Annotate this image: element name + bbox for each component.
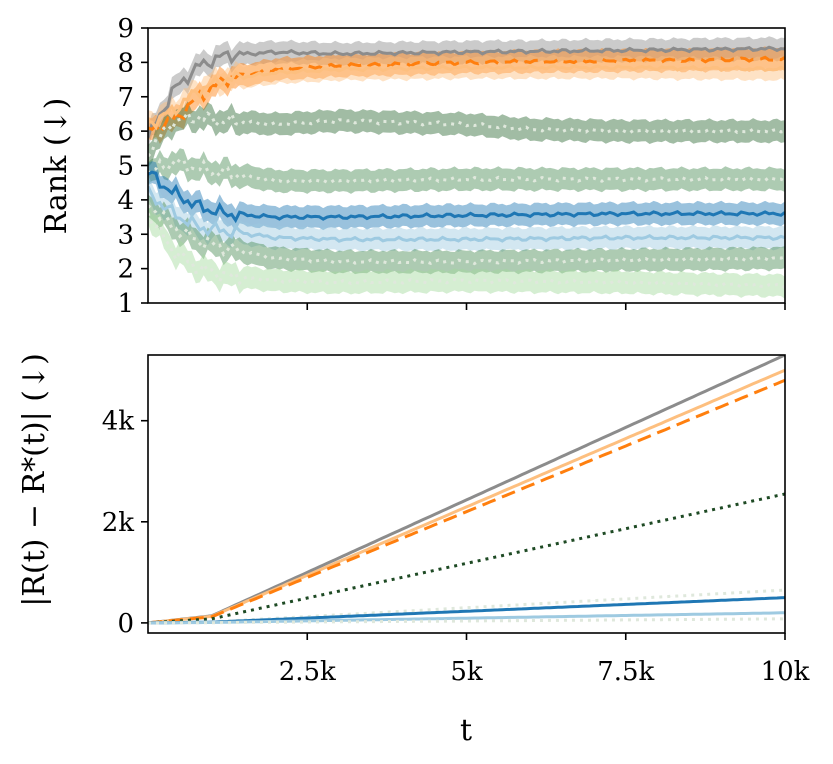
band-orange-light (148, 370, 785, 623)
band-orange-dashed (148, 380, 785, 623)
regret-lines (148, 355, 785, 625)
rank-lines (148, 45, 785, 289)
rank-plot-frame (147, 27, 786, 304)
regret-y-axis-label: |R(t) − R*(t)| (↓) (17, 353, 52, 607)
regret-x-ticks: 2.5k 5k 7.5k 10k (279, 633, 810, 687)
band-gray (148, 36, 785, 150)
y-tick-label: 7 (117, 83, 134, 113)
series-line-green-dotted (148, 204, 785, 266)
y-tick-label: 3 (117, 220, 134, 250)
rank-x-ticks (306, 303, 786, 310)
y-tick-label: 8 (117, 48, 134, 78)
rank-bands (148, 36, 785, 299)
series-line-light-blue (148, 185, 785, 243)
band-light-green (148, 202, 785, 299)
y-tick-label: 5 (117, 152, 134, 182)
series-line-light-green (148, 617, 785, 625)
series-line-gray (148, 355, 785, 625)
y-tick-label: 6 (117, 117, 134, 147)
series-line-light-green (148, 212, 785, 289)
x-tick-label: 10k (761, 657, 810, 687)
series-line-orange-dashed (148, 55, 785, 136)
regret-plot-frame (147, 354, 786, 634)
series-line-mid-green (148, 157, 785, 185)
band-green-dotted (148, 194, 785, 275)
y-tick-label: 2 (117, 255, 134, 285)
series-line-orange-light (148, 368, 785, 625)
series-line-dark-green (148, 109, 785, 158)
y-tick-label: 0 (117, 609, 134, 639)
regret-panel: 0 2k 4k 2.5k 5k 7.5k 10k |R(t) − R*(t)| (↓) t (17, 353, 810, 748)
regret-y-ticks: 0 2k 4k (102, 407, 148, 639)
regret-bands (148, 355, 785, 623)
y-tick-label: 1 (117, 289, 134, 319)
band-orange-light (148, 54, 785, 139)
x-tick-label: 5k (450, 657, 483, 687)
band-mid-green (148, 148, 785, 194)
y-tick-label: 2k (102, 508, 135, 538)
rank-y-ticks: 1 2 3 4 5 6 7 8 9 (117, 14, 148, 319)
rank-panel: 1 2 3 4 5 6 7 8 9 Rank (↓) (39, 14, 786, 319)
y-tick-label: 9 (117, 14, 134, 44)
band-gray (148, 355, 785, 623)
x-tick-label: 7.5k (597, 657, 654, 687)
band-light-blue (148, 175, 785, 253)
series-line-orange-dashed (148, 378, 785, 625)
y-tick-label: 4k (102, 407, 135, 437)
rank-y-axis-label: Rank (↓) (39, 98, 74, 235)
x-tick-label: 2.5k (279, 657, 336, 687)
series-line-blue (148, 170, 785, 224)
series-line-orange-light (148, 63, 785, 131)
regret-x-axis-label: t (460, 713, 472, 748)
y-tick-label: 4 (117, 186, 134, 216)
series-line-gray (148, 45, 785, 139)
series-line-light-blue (148, 611, 785, 625)
band-dark-green (148, 101, 785, 168)
